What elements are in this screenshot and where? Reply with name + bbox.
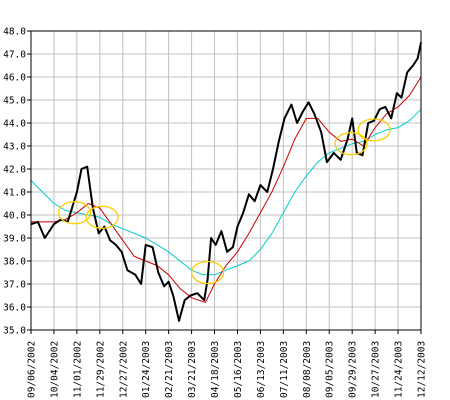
y-tick-label: 40.0 bbox=[3, 211, 26, 222]
x-tick-label: 12/12/2003 bbox=[417, 341, 428, 398]
y-tick-label: 48.0 bbox=[3, 27, 26, 38]
x-tick-label: 03/21/2003 bbox=[187, 341, 198, 398]
plot-background bbox=[31, 31, 421, 330]
crossover-marker bbox=[190, 260, 225, 285]
x-tick-label: 12/27/2002 bbox=[118, 341, 129, 398]
plot-frame bbox=[30, 30, 422, 331]
x-tick-label: 10/04/2002 bbox=[49, 341, 60, 398]
y-tick-label: 45.0 bbox=[3, 96, 26, 107]
y-tick-label: 39.0 bbox=[3, 234, 26, 245]
x-tick-label: 07/11/2003 bbox=[279, 341, 290, 398]
x-tick-label: 09/05/2003 bbox=[325, 341, 336, 398]
x-tick-label: 11/01/2002 bbox=[72, 341, 83, 398]
y-tick-label: 44.0 bbox=[3, 119, 26, 130]
crossover-marker bbox=[85, 205, 119, 229]
x-tick-label: 02/21/2003 bbox=[164, 341, 175, 398]
y-tick-label: 41.0 bbox=[3, 188, 26, 199]
x-tick-label: 05/16/2003 bbox=[233, 341, 244, 398]
y-tick-label: 38.0 bbox=[3, 257, 26, 268]
crossover-marker bbox=[357, 118, 391, 142]
crossover-marker bbox=[334, 132, 368, 156]
x-tick-label: 08/08/2003 bbox=[302, 341, 313, 398]
crossover-markers bbox=[57, 118, 391, 285]
x-tick-label: 04/18/2003 bbox=[210, 341, 221, 398]
x-tick-label: 01/24/2003 bbox=[141, 341, 152, 398]
axis-labels: 35.0 36.0 37.0 38.0 39.0 40.0 41.0 42.0 43.0 44.0… bbox=[3, 27, 427, 399]
y-tick-label: 46.0 bbox=[3, 73, 26, 84]
crossover-marker bbox=[57, 201, 92, 225]
x-tick-label: 10/27/2003 bbox=[371, 341, 382, 398]
y-tick-label: 37.0 bbox=[3, 280, 26, 291]
x-tick-label: 09/06/2002 bbox=[27, 341, 38, 398]
y-tick-label: 42.0 bbox=[3, 165, 26, 176]
series-line-price bbox=[30, 42, 422, 322]
x-tick-label: 11/24/2003 bbox=[394, 341, 405, 398]
y-tick-label: 43.0 bbox=[3, 142, 26, 153]
x-tick-label: 06/13/2003 bbox=[256, 341, 267, 398]
y-tick-label: 47.0 bbox=[3, 50, 26, 61]
x-tick-label: 09/29/2003 bbox=[348, 341, 359, 398]
y-tick-label: 35.0 bbox=[3, 326, 26, 337]
x-tick-label: 11/29/2002 bbox=[95, 341, 106, 398]
y-tick-label: 36.0 bbox=[3, 303, 26, 314]
